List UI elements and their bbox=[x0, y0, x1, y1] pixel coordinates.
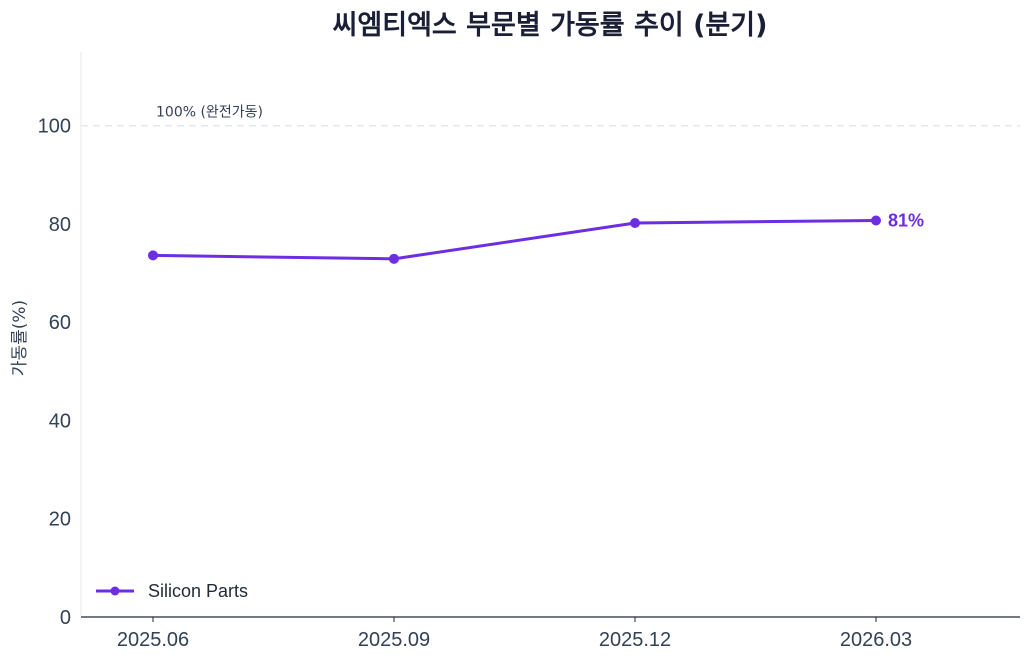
end-value-label: 81% bbox=[888, 211, 924, 231]
data-point bbox=[389, 253, 399, 264]
x-tick-label: 2025.09 bbox=[358, 629, 430, 651]
data-point bbox=[630, 217, 640, 228]
y-tick-label: 80 bbox=[49, 214, 71, 236]
y-axis-label: 가동률(%) bbox=[10, 300, 30, 376]
series-line bbox=[152, 219, 877, 261]
y-tick-label: 100 bbox=[38, 116, 71, 138]
x-axis-ticks: 2025.06 2025.09 2025.12 2026.03 bbox=[117, 617, 912, 651]
y-axis-ticks: 0 20 40 60 80 100 bbox=[38, 116, 71, 629]
legend: Silicon Parts bbox=[96, 581, 248, 601]
y-tick-label: 20 bbox=[49, 509, 71, 531]
x-tick-label: 2025.06 bbox=[117, 629, 189, 651]
chart-title: 씨엠티엑스 부문별 가동률 추이 (분기) bbox=[333, 10, 768, 41]
x-tick-label: 2026.03 bbox=[840, 629, 912, 651]
legend-marker bbox=[110, 586, 120, 596]
x-tick-label: 2025.12 bbox=[599, 629, 671, 651]
reference-line-label: 100% (완전가동) bbox=[156, 105, 263, 121]
y-tick-label: 60 bbox=[49, 312, 71, 334]
series-group bbox=[148, 215, 881, 264]
data-point bbox=[871, 215, 881, 226]
y-tick-label: 0 bbox=[60, 607, 71, 629]
legend-label: Silicon Parts bbox=[148, 581, 248, 601]
data-point bbox=[148, 250, 158, 261]
y-tick-label: 40 bbox=[49, 410, 71, 432]
